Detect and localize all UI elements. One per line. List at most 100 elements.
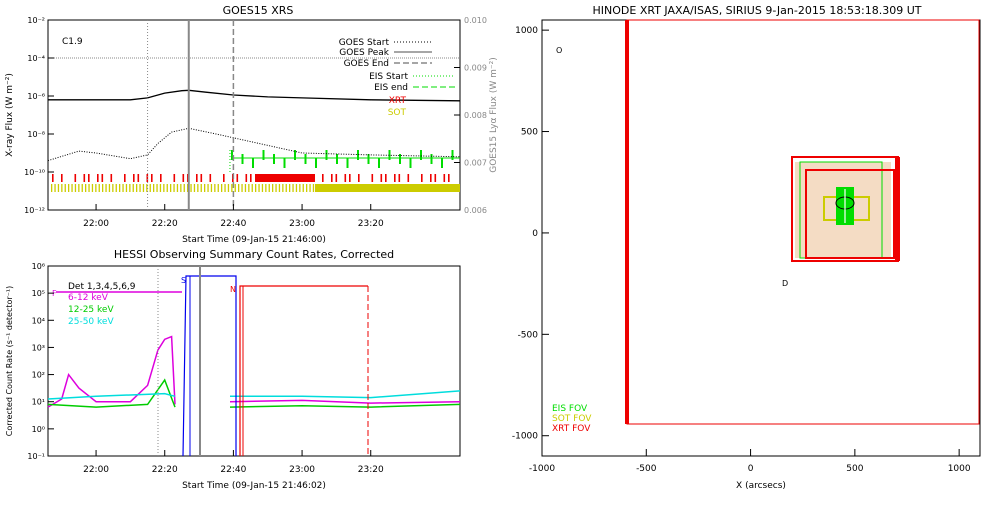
sot-obs-bar xyxy=(193,184,196,192)
legend-goes-end: GOES End xyxy=(344,59,389,69)
goes-x-tick-label: 22:40 xyxy=(220,219,246,229)
xrt-obs-bar xyxy=(331,174,333,182)
goes-class-label: C1.9 xyxy=(62,37,83,47)
sot-obs-bar xyxy=(255,184,257,192)
sot-obs-bar xyxy=(295,184,298,192)
xrt-obs-bar xyxy=(250,174,252,182)
sot-obs-bar xyxy=(309,184,311,192)
fov-x-axis-ticks: -1000 -500 0 500 1000 xyxy=(529,449,971,474)
sot-obs-bar xyxy=(214,184,216,192)
hessi-flag-f: F xyxy=(52,289,57,298)
goes-y2-tick-label: 0.006 xyxy=(464,206,487,215)
xrt-obs-bar xyxy=(151,174,153,182)
hessi-flag-n: N xyxy=(230,285,236,294)
goes-title: GOES15 XRS xyxy=(223,4,294,17)
xrt-large-fov-left-edge xyxy=(625,20,629,424)
fov-panel: HINODE XRT JAXA/ISAS, SIRIUS 9-Jan-2015 … xyxy=(512,4,981,491)
sot-obs-bar xyxy=(176,184,179,192)
goes-y2-tick-label: 0.007 xyxy=(464,159,487,168)
sot-obs-bar xyxy=(200,184,202,192)
xrt-obs-bar xyxy=(74,174,77,182)
xrt-obs-bar xyxy=(110,174,113,182)
xrt-fov-right-edge xyxy=(895,157,900,261)
hessi-series xyxy=(47,392,176,400)
goes-x-tick-label: 23:20 xyxy=(358,219,384,229)
sot-obs-bar xyxy=(166,184,168,192)
legend-sot: SOT xyxy=(388,108,407,118)
hessi-y-tick-label: 10² xyxy=(32,371,45,380)
xrt-obs-bar xyxy=(358,174,360,182)
hessi-x-tick-label: 23:20 xyxy=(358,465,384,475)
sot-obs-bar xyxy=(68,184,70,192)
sot-obs-bar xyxy=(170,184,172,192)
hessi-legend-25-50: 25-50 keV xyxy=(68,317,114,327)
hessi-y-label: Corrected Count Rate (s⁻¹ detector⁻¹) xyxy=(5,286,14,437)
sot-obs-bar xyxy=(234,184,236,192)
hessi-legend-6-12: 6-12 keV xyxy=(68,293,109,303)
xrt-obs-bar xyxy=(448,174,450,182)
xrt-obs-bar xyxy=(380,174,383,182)
xrt-obs-bar xyxy=(133,174,135,182)
xrt-fov-outline-b xyxy=(805,169,895,259)
sot-obs-bar xyxy=(146,184,148,192)
sot-obs-block xyxy=(315,184,460,192)
hessi-y-tick-label: 10⁶ xyxy=(32,262,45,271)
fov-y-axis-ticks: 1000 500 0 -500 -1000 xyxy=(512,26,549,442)
sot-obs-bar xyxy=(221,184,223,192)
goes-panel: GOES15 XRS C1.9 GOES Start GOES Peak GOE… xyxy=(5,4,499,245)
fov-y-tick-label: 1000 xyxy=(515,26,538,36)
sot-obs-bar xyxy=(54,184,56,192)
sot-obs-bar xyxy=(278,184,281,192)
hessi-plot-layer xyxy=(47,266,461,457)
xrt-obs-bar xyxy=(385,174,387,182)
goes-y-tick-label: 10⁻⁶ xyxy=(27,92,45,101)
hessi-y-axis-ticks: 10⁶ 10⁵ 10⁴ 10³ 10² 10¹ 10⁰ 10⁻¹ xyxy=(27,262,54,461)
goes-plot-area xyxy=(47,19,461,211)
sot-obs-bar xyxy=(180,184,182,192)
xrt-obs-bar xyxy=(398,174,401,182)
fov-legend-sot: SOT FOV xyxy=(552,414,592,424)
goes-y-tick-label: 10⁻¹⁰ xyxy=(24,168,45,177)
sot-obs-bar xyxy=(51,184,53,192)
sot-obs-bar xyxy=(112,184,114,192)
sot-obs-bar xyxy=(183,184,185,192)
xrt-obs-bar xyxy=(196,174,198,182)
goes-y-label: X-ray Flux (W m⁻²) xyxy=(5,73,15,157)
xrt-obs-bar xyxy=(160,174,162,182)
xrt-obs-bar xyxy=(421,174,423,182)
fov-x-tick-label: 0 xyxy=(748,464,754,474)
sot-obs-bar xyxy=(61,184,63,192)
sot-obs-bar xyxy=(238,184,240,192)
sot-obs-bar xyxy=(74,184,77,192)
xrt-obs-bar xyxy=(407,174,410,182)
hessi-y-tick-label: 10⁵ xyxy=(32,289,45,298)
xrt-obs-bar xyxy=(394,174,396,182)
xrt-obs-bar xyxy=(371,174,374,182)
sot-obs-bar xyxy=(64,184,66,192)
goes-y2-label: GOES15 Lyα Flux (W m⁻²) xyxy=(489,57,499,173)
sot-obs-bar xyxy=(244,184,247,192)
xrt-obs-bar xyxy=(83,174,86,182)
xrt-obs-bar xyxy=(223,174,225,182)
xrt-obs-bar xyxy=(146,174,149,182)
goes-y2-tick-label: 0.009 xyxy=(464,64,487,73)
hessi-series xyxy=(47,335,176,408)
xrt-obs-bar xyxy=(137,174,140,182)
sot-obs-bar xyxy=(102,184,104,192)
hessi-y-tick-label: 10⁴ xyxy=(32,316,45,325)
hessi-y-tick-label: 10¹ xyxy=(32,398,45,407)
hessi-legend: Det 1,3,4,5,6,9 6-12 keV 12-25 keV 25-50… xyxy=(52,276,236,327)
goes-legend: GOES Start GOES Peak GOES End EIS Start … xyxy=(339,38,455,118)
sot-obs-bar xyxy=(272,184,274,192)
sot-obs-bar xyxy=(88,184,90,192)
goes-x-label: Start Time (09-Jan-15 21:46:00) xyxy=(182,235,326,245)
sot-obs-bar xyxy=(159,184,162,192)
goes-y2-tick-label: 0.008 xyxy=(464,111,487,120)
sot-obs-bar xyxy=(98,184,100,192)
sot-obs-bar xyxy=(142,184,145,192)
fov-y-tick-label: 0 xyxy=(532,229,538,239)
sot-obs-bar xyxy=(275,184,277,192)
sot-obs-bar xyxy=(197,184,199,192)
sot-obs-bar xyxy=(285,184,287,192)
